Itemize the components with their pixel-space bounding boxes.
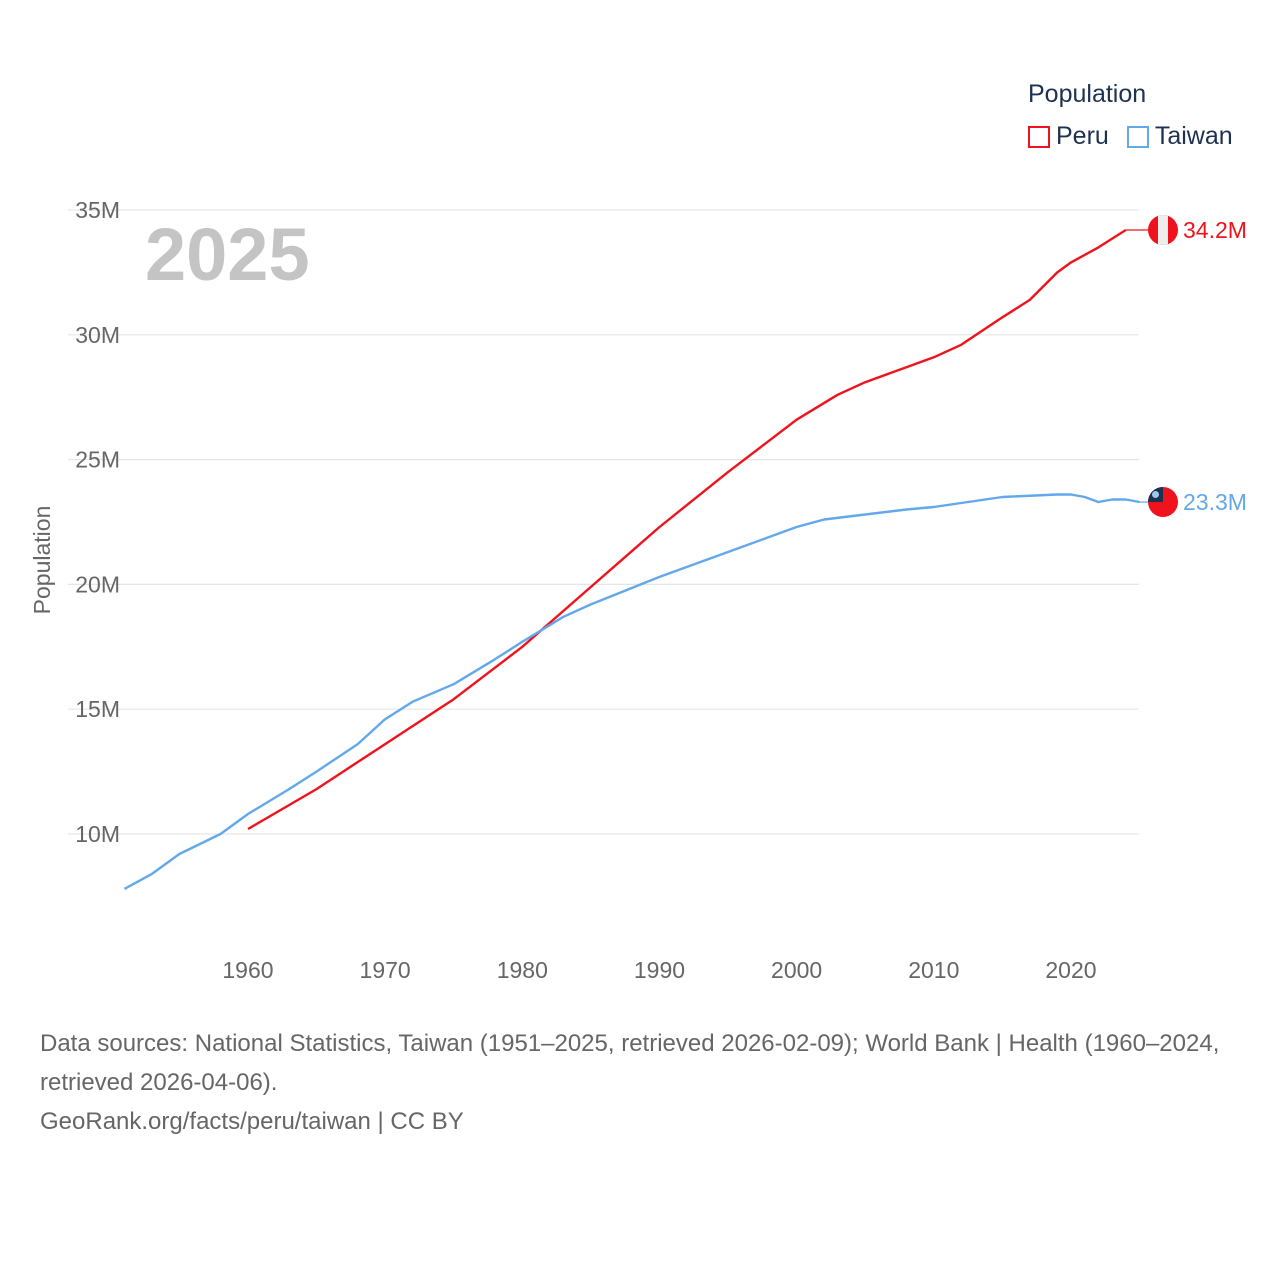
end-label-peru: 34.2M [1183,217,1247,243]
y-tick-label: 30M [75,322,120,348]
legend-item-taiwan[interactable]: Taiwan [1126,122,1233,151]
taiwan-flag-icon [1148,487,1178,518]
legend-title: Population [1028,80,1147,108]
source-link[interactable]: GeoRank.org/facts/peru/taiwan | CC BY [40,1108,464,1135]
end-label-taiwan: 23.3M [1183,489,1247,515]
x-tick-label: 1980 [497,957,548,983]
data-sources: Data sources: National Statistics, Taiwa… [40,1030,1220,1096]
y-tick-label: 35M [75,197,120,223]
legend-item-peru[interactable]: Peru [1028,122,1109,151]
y-tick-label: 25M [75,447,120,473]
x-tick-label: 1970 [360,957,411,983]
x-tick-label: 1960 [222,957,273,983]
x-tick-label: 2020 [1045,957,1096,983]
x-tick-label: 1990 [634,957,685,983]
legend-label-taiwan: Taiwan [1154,122,1233,150]
peru-flag-icon [1148,214,1178,245]
x-tick-label: 2000 [771,957,822,983]
footer: Data sources: National Statistics, Taiwa… [40,1024,1250,1141]
legend: Peru Taiwan [1028,122,1233,151]
legend-label-peru: Peru [1056,122,1109,150]
y-tick-label: 20M [75,571,120,597]
year-watermark: 2025 [145,213,310,296]
series-line-peru[interactable] [247,228,1127,831]
y-tick-label: 10M [75,821,120,847]
x-tick-label: 2010 [908,957,959,983]
legend-swatch-peru [1028,125,1050,148]
legend-swatch-taiwan [1126,125,1149,148]
series-line-taiwan[interactable] [123,493,1140,890]
y-tick-label: 15M [75,696,120,722]
y-axis-label: Population [29,506,55,615]
